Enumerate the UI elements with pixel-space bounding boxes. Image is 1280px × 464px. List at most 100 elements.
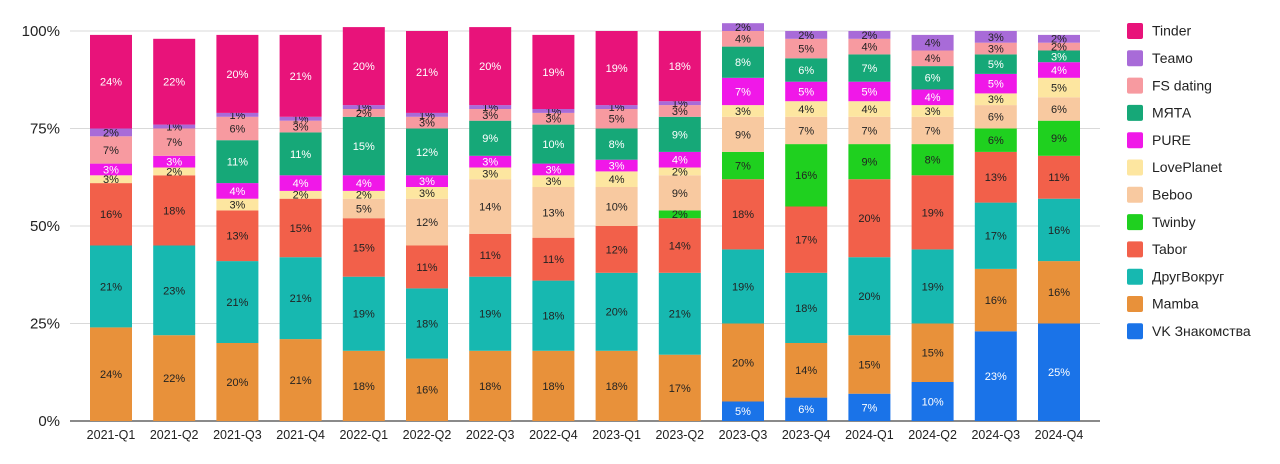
legend-label: Tabor bbox=[1152, 241, 1187, 257]
bar-segment bbox=[911, 50, 954, 67]
data-label: 10% bbox=[542, 139, 564, 151]
bar-segment bbox=[216, 343, 259, 421]
bar-segment bbox=[1038, 198, 1080, 262]
x-tick-label: 2023-Q1 bbox=[592, 428, 641, 442]
bar-segment bbox=[279, 257, 322, 340]
bar-segment bbox=[532, 124, 575, 164]
data-label: 3% bbox=[419, 188, 435, 200]
data-label: 7% bbox=[735, 86, 751, 98]
x-tick-label: 2022-Q1 bbox=[339, 428, 388, 442]
data-label: 7% bbox=[166, 137, 182, 149]
bar-segment bbox=[469, 27, 512, 106]
data-label: 15% bbox=[858, 359, 880, 371]
data-label: 5% bbox=[861, 86, 877, 98]
bar-segment bbox=[658, 210, 701, 219]
bar-segment bbox=[406, 128, 448, 176]
bar-segment bbox=[216, 198, 259, 211]
bar-segment bbox=[532, 237, 575, 281]
data-label: 3% bbox=[293, 121, 309, 133]
bar-segment bbox=[658, 105, 701, 117]
data-label: 3% bbox=[609, 160, 625, 172]
data-label: 18% bbox=[542, 381, 564, 393]
data-label: 18% bbox=[353, 381, 375, 393]
bar-segment bbox=[469, 109, 512, 121]
bar-segment bbox=[1038, 120, 1080, 156]
data-label: 19% bbox=[542, 67, 564, 79]
bar-segment bbox=[1038, 97, 1080, 121]
data-label: 15% bbox=[353, 141, 375, 153]
bar-segment bbox=[974, 105, 1017, 129]
data-label: 2% bbox=[166, 166, 182, 178]
bar-segment bbox=[469, 167, 512, 180]
data-label: 9% bbox=[672, 188, 688, 200]
x-tick-label: 2024-Q3 bbox=[971, 428, 1020, 442]
legend-label: Tinder bbox=[1152, 23, 1192, 39]
legend-swatch bbox=[1127, 214, 1143, 231]
data-label: 5% bbox=[988, 79, 1004, 91]
bar-segment bbox=[279, 120, 322, 133]
data-label: 22% bbox=[163, 77, 185, 89]
data-label: 4% bbox=[925, 53, 941, 65]
bar-segment bbox=[279, 116, 322, 121]
bar-segment bbox=[911, 105, 954, 117]
data-label: 3% bbox=[988, 94, 1004, 106]
data-label: 4% bbox=[356, 178, 372, 190]
data-label: 10% bbox=[922, 396, 944, 408]
bar-segment bbox=[848, 101, 891, 117]
data-label: 11% bbox=[543, 254, 564, 266]
data-label: 5% bbox=[609, 114, 625, 126]
bar-segment bbox=[722, 105, 764, 117]
data-label: 20% bbox=[732, 357, 754, 369]
bar-segment bbox=[90, 175, 132, 184]
data-label: 23% bbox=[163, 285, 185, 297]
data-label: 18% bbox=[542, 311, 564, 323]
data-label: 18% bbox=[416, 318, 438, 330]
bar-segment bbox=[469, 233, 512, 277]
y-tick-label: 50% bbox=[30, 218, 60, 235]
data-label: 18% bbox=[732, 209, 754, 221]
bar-segment bbox=[279, 34, 322, 117]
data-label: 20% bbox=[226, 377, 248, 389]
data-label: 5% bbox=[735, 406, 751, 418]
bar-segment bbox=[279, 198, 322, 258]
bar-segment bbox=[722, 249, 764, 324]
bar-segment bbox=[406, 288, 448, 359]
data-label: 21% bbox=[290, 293, 312, 305]
data-label: 21% bbox=[290, 71, 312, 83]
data-label: 19% bbox=[732, 281, 754, 293]
bar-segment bbox=[90, 136, 132, 164]
y-tick-label: 75% bbox=[30, 121, 60, 138]
data-label: 4% bbox=[1051, 65, 1067, 77]
bar-segment bbox=[1038, 50, 1080, 63]
bar-segment bbox=[532, 109, 575, 113]
data-label: 13% bbox=[226, 231, 248, 243]
bar-segment bbox=[532, 34, 575, 109]
bar-segment bbox=[1038, 34, 1080, 43]
data-label: 12% bbox=[606, 244, 628, 256]
bar-segment bbox=[406, 198, 448, 246]
data-label: 7% bbox=[925, 125, 941, 137]
bar-segment bbox=[595, 350, 638, 421]
bar-segment bbox=[469, 350, 512, 421]
data-label: 2% bbox=[293, 190, 309, 202]
x-tick-label: 2024-Q2 bbox=[908, 428, 957, 442]
data-label: 18% bbox=[163, 205, 185, 217]
bar-segment bbox=[722, 31, 764, 47]
bar-segment bbox=[469, 105, 512, 109]
data-label: 7% bbox=[103, 145, 119, 157]
bar-segment bbox=[595, 109, 638, 129]
data-label: 9% bbox=[735, 129, 751, 141]
legend-swatch bbox=[1127, 50, 1143, 67]
bar-segment bbox=[722, 179, 764, 250]
bar-segment bbox=[785, 343, 828, 398]
bar-segment bbox=[406, 245, 448, 289]
bar-segment bbox=[90, 34, 132, 129]
x-tick-label: 2021-Q4 bbox=[276, 428, 325, 442]
bar-segment bbox=[532, 175, 575, 187]
bar-segment bbox=[90, 128, 132, 137]
data-label: 3% bbox=[419, 176, 435, 188]
bar-segment bbox=[848, 54, 891, 82]
bar-segment bbox=[658, 354, 701, 421]
legend-label: Twinby bbox=[1152, 214, 1196, 230]
bar-segment bbox=[658, 167, 701, 176]
